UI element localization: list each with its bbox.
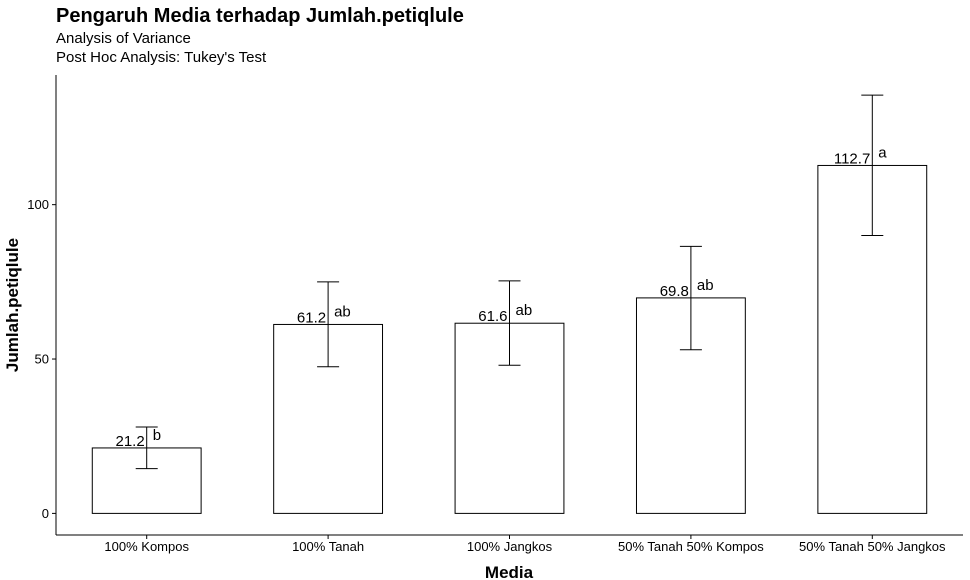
y-tick-label: 100: [27, 197, 49, 212]
error-bars-group: [135, 94, 884, 470]
bars-group: [91, 164, 928, 514]
y-tick-label: 0: [42, 506, 49, 521]
value-label: 112.7: [834, 150, 870, 167]
y-ticks-group: 0 50 100: [27, 197, 56, 521]
value-label: 61.6: [478, 308, 507, 325]
value-label: 61.2: [297, 309, 326, 326]
x-ticks-group: 100% Kompos 100% Tanah 100% Jangkos 50% Tan…: [104, 535, 946, 554]
significance-letter: ab: [516, 302, 533, 319]
significance-letter: ab: [334, 303, 351, 320]
y-tick-label: 50: [35, 352, 49, 367]
chart-subtitle-2: Post Hoc Analysis: Tukey's Test: [56, 49, 267, 66]
significance-letter: ab: [697, 277, 714, 294]
chart-subtitle-1: Analysis of Variance: [56, 30, 191, 47]
x-tick-label: 100% Tanah: [292, 539, 364, 554]
x-tick-label: 100% Jangkos: [467, 539, 553, 554]
x-tick-label: 50% Tanah 50% Kompos: [618, 539, 764, 554]
significance-letter: a: [878, 144, 887, 161]
y-axis-title: Jumlah.petiqlule: [3, 238, 22, 372]
significance-letter: b: [153, 427, 161, 444]
x-tick-label: 50% Tanah 50% Jangkos: [799, 539, 946, 554]
x-tick-label: 100% Kompos: [104, 539, 189, 554]
value-label: 21.2: [115, 433, 144, 450]
value-label: 69.8: [660, 283, 689, 300]
x-axis-title: Media: [485, 563, 534, 580]
value-labels-group: 21.2 b 61.2 ab 61.6 ab 69.8 ab 112.7 a: [115, 144, 887, 449]
chart-title: Pengaruh Media terhadap Jumlah.petiqlule: [56, 5, 464, 27]
bar: [273, 323, 384, 514]
